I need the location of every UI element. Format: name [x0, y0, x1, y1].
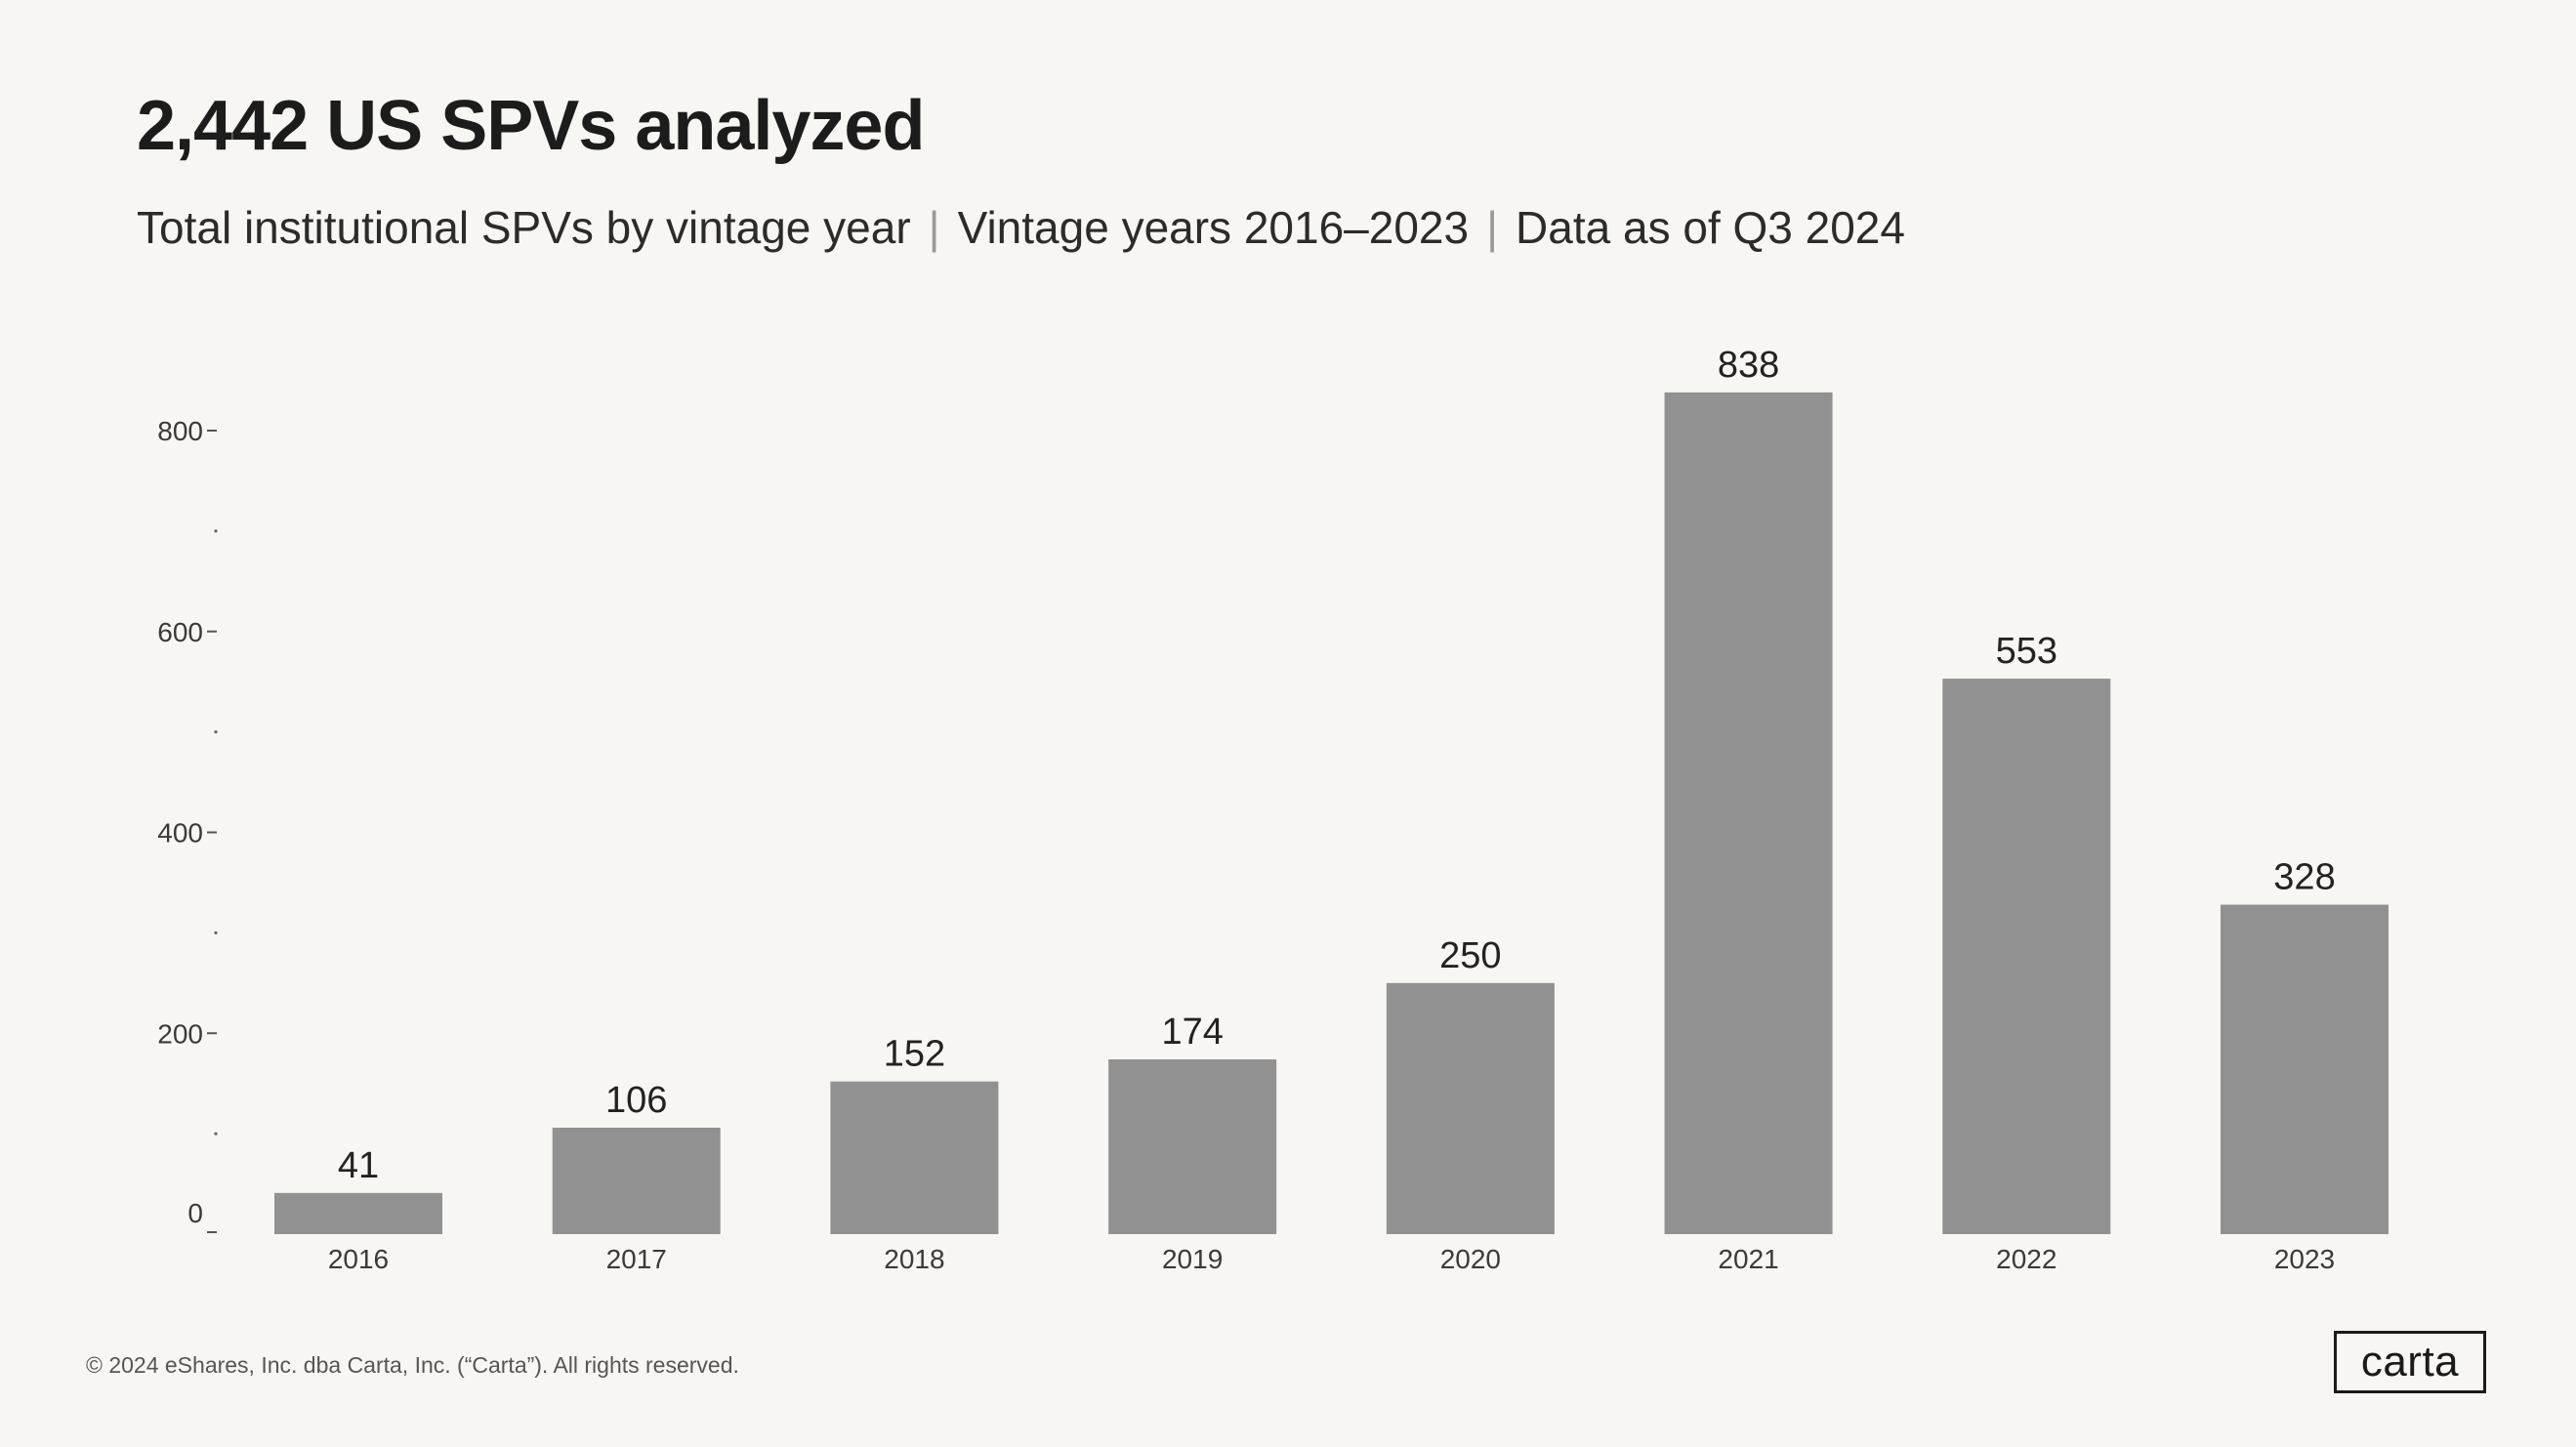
bar-2017 — [552, 1127, 721, 1234]
x-tick-label-2019: 2019 — [1162, 1244, 1223, 1274]
y-axis: 0 200 400 600 800 — [157, 416, 218, 1233]
x-tick-label-2018: 2018 — [884, 1244, 944, 1274]
data-label-2021: 838 — [1718, 345, 1779, 386]
y-minor-tick — [214, 930, 218, 934]
subtitle-part-vintage-range: Vintage years 2016–2023 — [957, 202, 1470, 253]
copyright-footer: © 2024 eShares, Inc. dba Carta, Inc. (“C… — [86, 1352, 739, 1378]
y-minor-tick — [214, 529, 218, 533]
y-tick-label: 200 — [157, 1018, 203, 1049]
subtitle-separator: | — [1486, 202, 1499, 253]
y-tick-label: 400 — [157, 818, 203, 848]
subtitle-part-metric: Total institutional SPVs by vintage year — [137, 202, 911, 253]
x-tick-label-2017: 2017 — [606, 1244, 667, 1274]
bar-2020 — [1386, 982, 1555, 1234]
y-minor-tick — [214, 730, 218, 734]
bar-2016 — [274, 1192, 442, 1234]
y-tick-label: 0 — [187, 1198, 203, 1228]
data-label-2023: 328 — [2273, 857, 2335, 898]
bar-2019 — [1108, 1058, 1277, 1234]
x-axis: 2016 2017 2018 2019 2020 2021 2022 2023 — [328, 1244, 2335, 1274]
y-minor-tick — [214, 1132, 218, 1136]
chart-subtitle: Total institutional SPVs by vintage year… — [137, 201, 1905, 254]
subtitle-separator: | — [928, 202, 940, 253]
x-tick-label-2023: 2023 — [2274, 1244, 2335, 1274]
x-tick-label-2022: 2022 — [1996, 1244, 2057, 1274]
data-label-2017: 106 — [605, 1080, 667, 1121]
chart-title: 2,442 US SPVs analyzed — [137, 87, 925, 165]
bar-2018 — [830, 1081, 999, 1234]
y-tick-label: 800 — [157, 416, 203, 446]
bar-series: 41 106 152 174 250 838 553 328 — [274, 345, 2389, 1235]
bar-2022 — [1942, 679, 2111, 1234]
x-tick-label-2016: 2016 — [328, 1244, 389, 1274]
data-label-2019: 174 — [1161, 1012, 1223, 1053]
x-tick-label-2021: 2021 — [1718, 1244, 1778, 1274]
bar-2021 — [1664, 392, 1833, 1235]
subtitle-part-data-date: Data as of Q3 2024 — [1516, 202, 1905, 253]
bar-2023 — [2221, 904, 2389, 1234]
data-label-2018: 152 — [884, 1034, 945, 1075]
data-label-2016: 41 — [338, 1145, 379, 1186]
data-label-2022: 553 — [1996, 631, 2057, 672]
x-tick-label-2020: 2020 — [1440, 1244, 1501, 1274]
y-tick-label: 600 — [157, 617, 203, 647]
carta-logo: carta — [2334, 1331, 2486, 1393]
data-label-2020: 250 — [1439, 935, 1501, 976]
